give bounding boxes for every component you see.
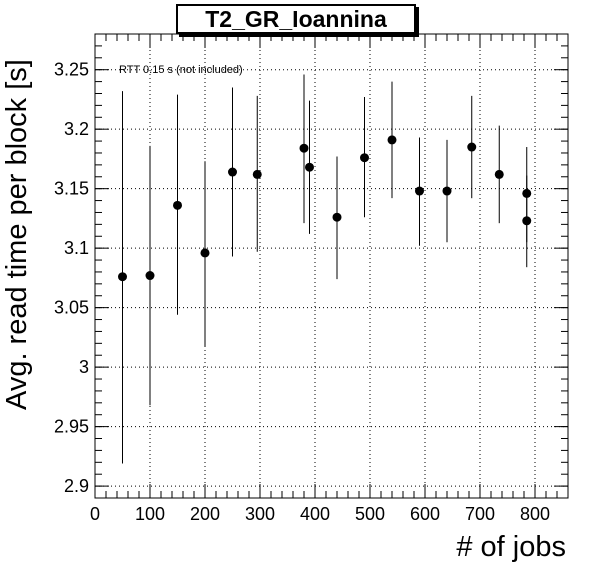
data-point [467, 142, 477, 152]
x-tick-label: 0 [90, 504, 100, 524]
data-points [118, 74, 532, 464]
x-tick-label: 500 [355, 504, 385, 524]
data-point [118, 272, 127, 282]
y-tick-label: 3.1 [64, 238, 89, 258]
axis-ticks [94, 33, 569, 499]
data-point [415, 186, 424, 196]
data-point [494, 169, 504, 179]
x-tick-label: 800 [520, 504, 550, 524]
data-point [387, 135, 397, 145]
data-point [228, 167, 237, 177]
tick-labels: 2.9 2.95 3 3.05 3.1 3.15 3.2 3.25 0 100 200 300 400 5… [54, 60, 550, 524]
y-tick-label: 3 [79, 357, 89, 377]
data-point [200, 248, 210, 258]
y-tick-label: 3.15 [54, 179, 89, 199]
y-tick-label: 3.25 [54, 60, 89, 80]
grid [94, 34, 568, 498]
data-point [145, 271, 155, 281]
data-point [360, 153, 369, 163]
x-tick-label: 400 [300, 504, 330, 524]
data-point [173, 200, 182, 210]
x-axis-title: # of jobs [456, 531, 566, 563]
chart-title: T2_GR_Ioannina [176, 4, 416, 34]
plot-frame [94, 33, 569, 499]
data-point [442, 186, 452, 196]
x-tick-label: 200 [190, 504, 220, 524]
data-point [332, 212, 342, 222]
data-point [522, 216, 532, 226]
y-axis-title: Avg. read time per block [s] [1, 59, 33, 410]
x-tick-label: 300 [245, 504, 275, 524]
y-tick-label: 3.05 [54, 298, 89, 318]
data-point [305, 162, 314, 172]
data-point [299, 143, 309, 153]
y-tick-label: 3.2 [64, 119, 89, 139]
y-tick-label: 2.95 [54, 417, 89, 437]
x-tick-label: 100 [135, 504, 165, 524]
data-point [252, 169, 262, 179]
rtt-annotation: RTT 0.15 s (not included) [119, 64, 243, 76]
y-tick-label: 2.9 [64, 476, 89, 496]
x-tick-label: 700 [465, 504, 495, 524]
x-tick-label: 600 [410, 504, 440, 524]
